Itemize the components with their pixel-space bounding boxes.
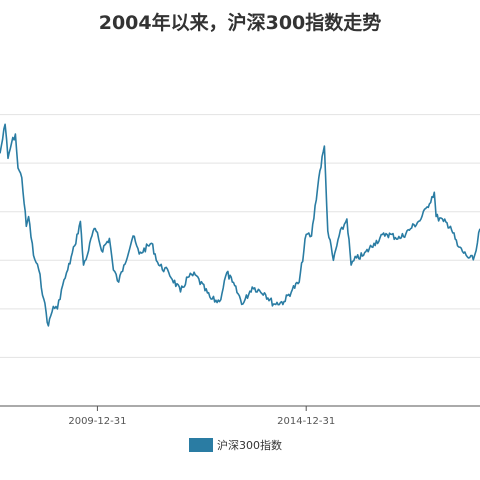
x-tick-label: 2014-12-31 <box>277 416 335 427</box>
legend-swatch <box>189 438 213 452</box>
x-axis-ticks: 2009-12-31 2014-12-31 <box>68 406 335 427</box>
chart-title: 2004年以来，沪深300指数走势 <box>98 12 382 34</box>
legend[interactable]: 沪深300指数 <box>189 438 282 452</box>
series-line <box>0 123 480 327</box>
gridlines <box>0 114 480 358</box>
legend-label: 沪深300指数 <box>217 438 282 452</box>
x-tick-label: 2009-12-31 <box>68 416 126 427</box>
